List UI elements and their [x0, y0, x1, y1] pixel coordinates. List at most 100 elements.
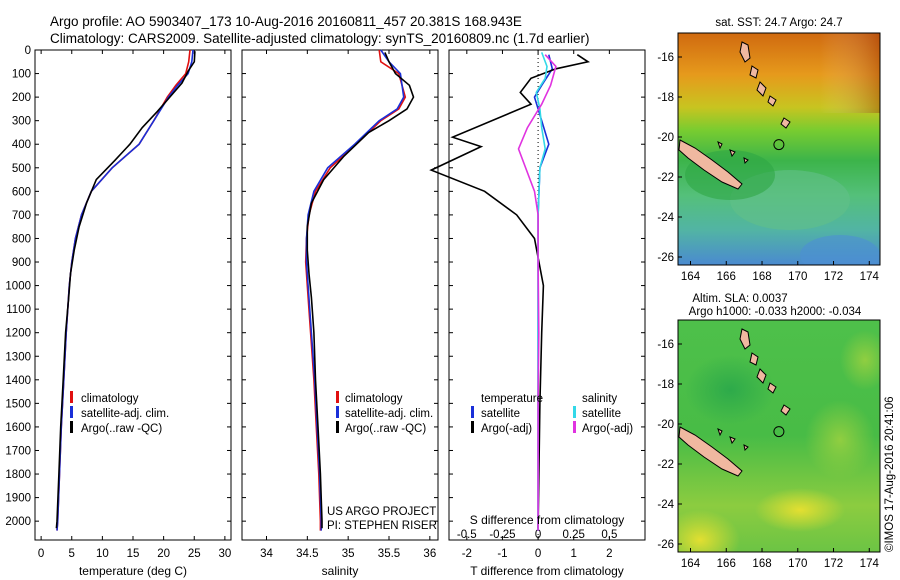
map-lon-tick-label: 172	[824, 271, 843, 283]
salinity-x-label: salinity	[322, 564, 359, 578]
sla-map-axes: 164 166 168 170 172 174 -16 -18 -20 -22 -24 -26	[657, 339, 879, 570]
sst-map-axes: 164 166 168 170 172 174 -16 -18 -20 -22 -24 -26	[657, 52, 879, 283]
map-lat-tick-label: -22	[657, 459, 674, 471]
loyalty-islands	[717, 428, 749, 452]
difference-tick-label: 0	[535, 548, 541, 560]
salinity-tick-label: 35	[342, 548, 355, 560]
salinity-difference-top-axis: -0.5-0.2500.250.5	[457, 529, 617, 541]
sla-map	[678, 320, 880, 552]
series-line-climatology	[304, 49, 407, 531]
legend-title-temperature: temperature	[481, 393, 543, 405]
map-lon-tick-label: 174	[860, 558, 880, 570]
depth-tick-label: 1800	[5, 469, 31, 481]
depth-tick-label: 300	[12, 116, 31, 128]
legend-label-argo: Argo(..raw -QC)	[345, 423, 426, 435]
depth-tick-label: 1200	[5, 328, 31, 340]
map-lat-tick-label: -20	[657, 132, 674, 144]
temperature-tick-label: 20	[157, 548, 170, 560]
legend-swatch-temp-satellite	[471, 406, 474, 418]
sst-map-frame	[677, 32, 881, 266]
temperature-legend: climatology satellite-adj. clim. Argo(..…	[70, 391, 169, 435]
temperature-tick-label: 0	[38, 548, 44, 560]
map-lon-tick-label: 172	[824, 558, 843, 570]
new-caledonia-island	[678, 139, 743, 190]
salinity-tick-label: 34	[260, 548, 273, 560]
salinity-difference-tick-label: -0.5	[457, 529, 477, 541]
depth-tick-label: 1000	[5, 281, 31, 293]
legend-label-sal-satellite: satellite	[582, 408, 621, 420]
series-line-satellite-adj-clim	[305, 49, 405, 531]
salinity-difference-tick-label: 0.5	[601, 529, 617, 541]
legend-swatch-sal-argo	[573, 421, 576, 433]
difference-x-label: T difference from climatology	[470, 564, 624, 578]
depth-tick-label: 1400	[5, 375, 31, 387]
map-lat-tick-label: -16	[657, 339, 674, 351]
salinity-tick-label: 35.5	[378, 548, 400, 560]
difference-top-label: S difference from climatology	[470, 513, 625, 527]
sst-map	[678, 33, 880, 265]
sla-map-subtitle: Argo h1000: -0.033 h2000: -0.034	[689, 306, 862, 318]
salinity-x-axis: 34 34.5 35 35.5 36	[260, 50, 436, 560]
sst-blue-patch	[800, 235, 880, 265]
depth-tick-label: 700	[12, 210, 31, 222]
legend-label-satellite: satellite-adj. clim.	[345, 408, 433, 420]
legend-label-satellite: satellite-adj. clim.	[81, 408, 169, 420]
depth-tick-label: 1600	[5, 422, 31, 434]
depth-tick-label: 1900	[5, 493, 31, 505]
legend-swatch-satellite	[336, 406, 339, 418]
depth-axis: 0 100 200 300 400 500 600 700 800 900 1000 1100 1200…	[5, 45, 645, 528]
depth-tick-label: 900	[12, 257, 31, 269]
legend-swatch-temp-argo	[471, 421, 474, 433]
legend-swatch-argo	[70, 421, 73, 433]
legend-label-sal-argo: Argo(-adj)	[582, 423, 633, 435]
map-lat-tick-label: -24	[657, 499, 674, 511]
depth-tick-label: 600	[12, 186, 31, 198]
map-lat-tick-label: -24	[657, 212, 674, 224]
depth-tick-label: 200	[12, 92, 31, 104]
series-line-satellite-adj-clim	[56, 49, 194, 531]
depth-tick-label: 800	[12, 233, 31, 245]
legend-swatch-climatology	[70, 391, 73, 403]
project-annotation: US ARGO PROJECT	[327, 506, 436, 518]
difference-tick-label: -2	[462, 548, 472, 560]
difference-series	[429, 52, 591, 531]
depth-tick-label: 0	[25, 45, 31, 57]
temperature-panel-frame	[34, 49, 232, 541]
legend-title-salinity: salinity	[582, 393, 617, 405]
sla-yellow-patch	[678, 510, 740, 552]
temperature-x-axis: 0 5 10 15 20 25 30	[38, 50, 231, 560]
map-lat-tick-label: -16	[657, 52, 674, 64]
series-line-climatology	[56, 49, 191, 531]
map-lon-tick-label: 166	[717, 558, 736, 570]
salinity-series	[304, 49, 415, 531]
difference-x-axis: -2 -1 0 1 2	[462, 50, 613, 560]
temperature-tick-label: 15	[127, 548, 140, 560]
depth-tick-label: 2000	[5, 516, 31, 528]
vanuatu-islands	[739, 41, 791, 129]
temperature-tick-label: 30	[218, 548, 231, 560]
salinity-tick-label: 36	[423, 548, 436, 560]
temperature-tick-label: 10	[96, 548, 109, 560]
new-caledonia-island	[678, 426, 743, 477]
map-lon-tick-label: 170	[788, 271, 807, 283]
title-line-1: Argo profile: AO 5903407_173 10-Aug-2016…	[50, 14, 522, 29]
map-lon-tick-label: 168	[752, 271, 771, 283]
salinity-difference-tick-label: 0.25	[563, 529, 585, 541]
sla-map-frame	[677, 319, 881, 553]
depth-tick-label: 1300	[5, 351, 31, 363]
salinity-tick-label: 34.5	[296, 548, 318, 560]
legend-swatch-sal-satellite	[573, 406, 576, 418]
map-lon-tick-label: 170	[788, 558, 807, 570]
sla-yellow-patch-2	[755, 488, 845, 532]
argo-position-marker	[773, 426, 785, 438]
series-line-salinity-argo-adj	[517, 54, 557, 531]
temperature-series	[55, 49, 196, 531]
pi-annotation: PI: STEPHEN RISER	[327, 520, 437, 532]
legend-label-argo: Argo(..raw -QC)	[81, 423, 162, 435]
map-lat-tick-label: -22	[657, 172, 674, 184]
title-line-2: Climatology: CARS2009. Satellite-adjuste…	[50, 31, 590, 46]
map-lon-tick-label: 168	[752, 558, 771, 570]
temperature-x-label: temperature (deg C)	[79, 564, 187, 578]
difference-legend: temperature salinity satellite Argo(-adj…	[471, 393, 633, 435]
